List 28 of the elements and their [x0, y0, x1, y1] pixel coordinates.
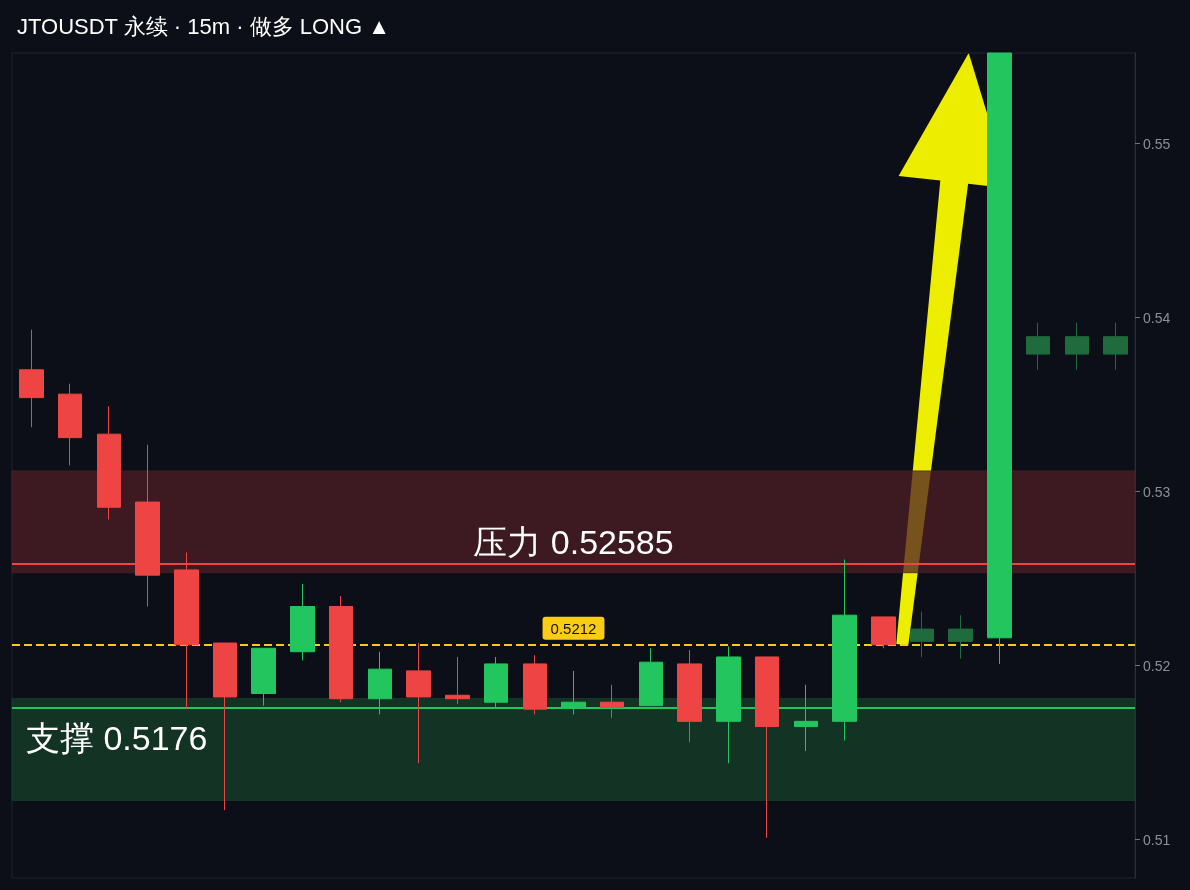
candlestick	[910, 611, 934, 658]
y-tick-label: 0.53	[1143, 483, 1171, 500]
candlestick	[213, 642, 237, 811]
y-tick-label: 0.52	[1143, 657, 1171, 674]
candlestick	[1103, 322, 1128, 371]
ref-line-label: 支撑 0.5176	[26, 719, 208, 758]
candlestick	[19, 329, 44, 428]
y-tick-label: 0.51	[1143, 831, 1171, 848]
candlestick	[755, 656, 779, 839]
ref-line-label: 压力 0.52585	[473, 522, 674, 561]
candlestick	[871, 616, 896, 649]
candlestick	[58, 383, 82, 466]
candlestick	[1065, 322, 1089, 371]
candlestick	[677, 649, 702, 743]
candlestick	[445, 656, 470, 705]
candlestick	[948, 614, 973, 660]
candlestick	[406, 642, 431, 764]
candlestick	[97, 405, 121, 520]
y-tick-label: 0.55	[1143, 135, 1171, 152]
candlestick	[1026, 322, 1050, 371]
ref-line-label: 0.5212	[550, 619, 597, 637]
candlestick	[290, 583, 315, 661]
chart-title: JTOUSDT 永续 · 15m · 做多 LONG ▲	[17, 13, 391, 39]
candlestick	[600, 684, 624, 719]
y-tick-label: 0.54	[1143, 309, 1171, 326]
candlestick	[987, 52, 1012, 665]
candlestick	[329, 595, 353, 703]
candlestick	[523, 654, 547, 715]
